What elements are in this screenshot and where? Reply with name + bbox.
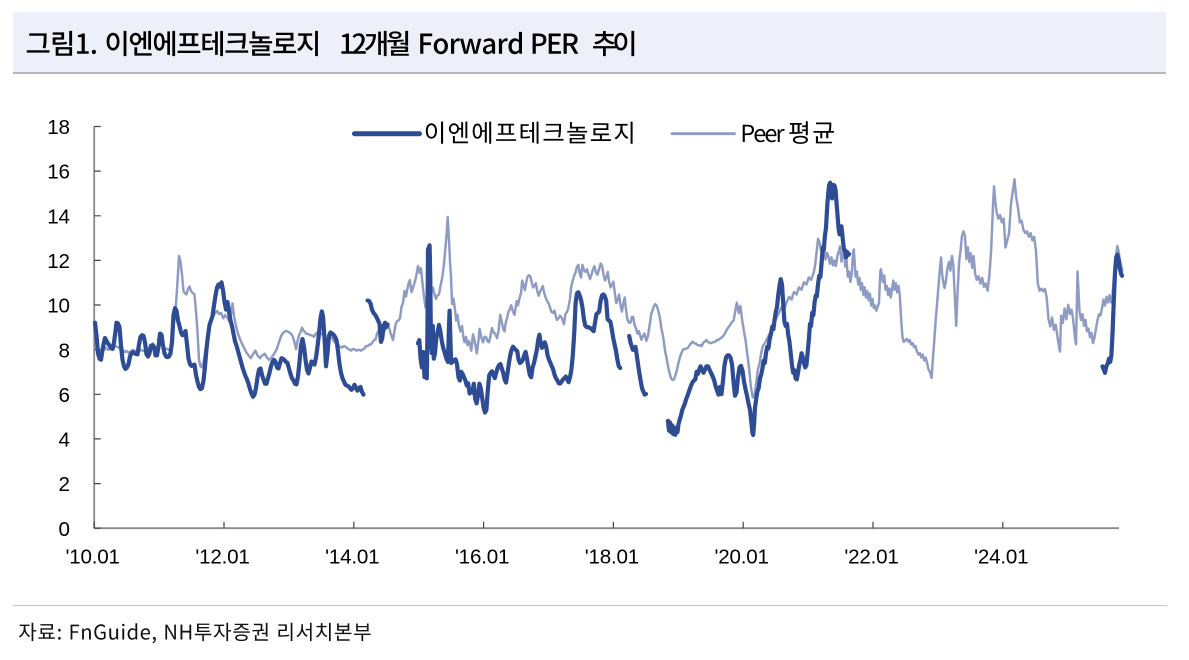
svg-text:'16.01: '16.01: [455, 546, 509, 569]
svg-text:'10.01: '10.01: [66, 546, 120, 569]
svg-text:'24.01: '24.01: [974, 546, 1028, 569]
svg-text:'22.01: '22.01: [844, 546, 898, 569]
svg-text:18: 18: [47, 116, 70, 139]
svg-text:0: 0: [59, 518, 70, 541]
svg-text:'12.01: '12.01: [195, 546, 249, 569]
svg-text:16: 16: [47, 161, 70, 184]
svg-text:2: 2: [59, 473, 70, 496]
svg-text:'18.01: '18.01: [585, 546, 639, 569]
svg-text:8: 8: [59, 339, 70, 362]
svg-text:'20.01: '20.01: [715, 546, 769, 569]
svg-text:12: 12: [47, 250, 70, 273]
svg-text:'14.01: '14.01: [325, 546, 379, 569]
svg-text:10: 10: [47, 295, 70, 318]
svg-text:14: 14: [47, 205, 70, 228]
svg-text:6: 6: [59, 384, 70, 407]
svg-text:4: 4: [59, 429, 70, 452]
